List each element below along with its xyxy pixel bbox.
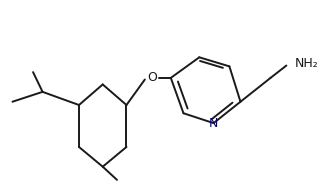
Text: O: O bbox=[147, 71, 157, 84]
Text: NH₂: NH₂ bbox=[294, 57, 318, 70]
Text: N: N bbox=[209, 117, 218, 130]
